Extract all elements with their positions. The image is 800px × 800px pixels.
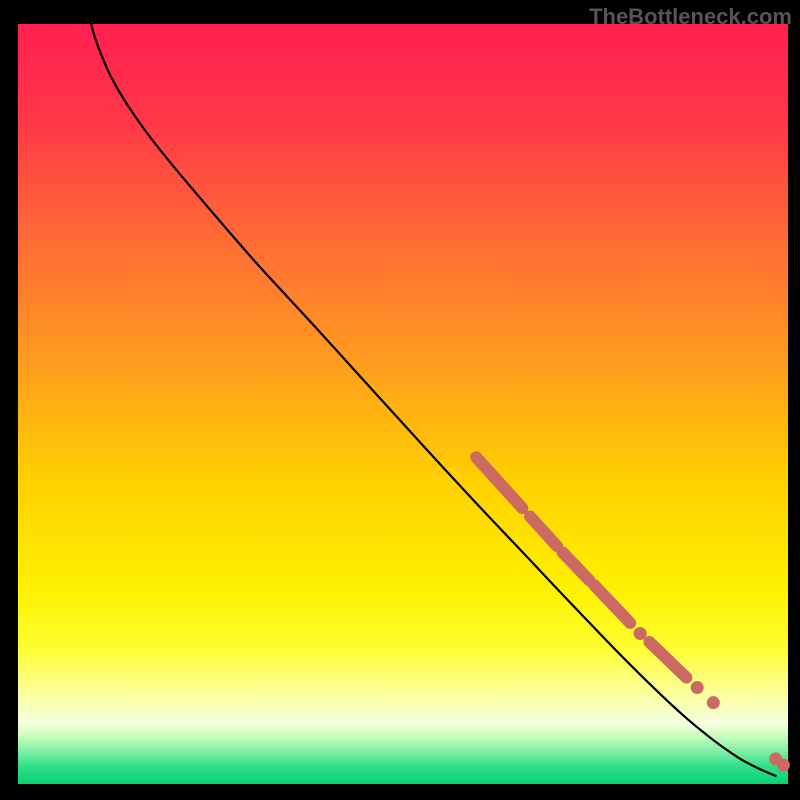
data-point (691, 681, 704, 694)
chart (0, 0, 800, 800)
data-point (777, 759, 790, 772)
data-point (707, 696, 720, 709)
data-point (634, 627, 647, 640)
attribution-text: TheBottleneck.com (589, 4, 792, 30)
stage: TheBottleneck.com (0, 0, 800, 800)
